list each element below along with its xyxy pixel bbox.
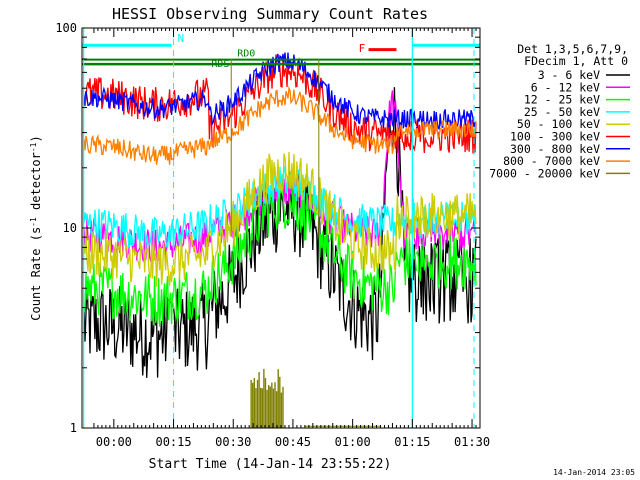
x-tick-label-0: 00:00 <box>96 435 132 449</box>
data-layer <box>83 52 477 428</box>
y-axis-label-main: Count Rate (s <box>29 227 43 321</box>
legend-label-2: 12 - 25 keV <box>524 93 600 107</box>
legend-label-6: 300 - 800 keV <box>510 142 600 156</box>
series-line-7 <box>83 85 417 165</box>
series-line-6 <box>83 52 417 130</box>
x-tick-label-2: 00:30 <box>215 435 251 449</box>
series-line-tail-0 <box>415 237 477 324</box>
x-tick-label-6: 01:30 <box>454 435 490 449</box>
series-line-tail-2 <box>415 234 477 290</box>
y-axis-label-sup1: -1 <box>29 217 38 227</box>
flare-label: F <box>359 42 366 55</box>
x-tick-label-4: 01:00 <box>335 435 371 449</box>
y-tick-label-0: 1 <box>70 421 77 435</box>
y-axis-label-sup2: -1 <box>29 142 38 152</box>
x-tick-label-1: 00:15 <box>155 435 191 449</box>
y-tick-label-2: 100 <box>55 21 77 35</box>
series-line-4 <box>83 151 417 287</box>
y-tick-label-1: 10 <box>63 221 77 235</box>
x-tick-label-3: 00:45 <box>275 435 311 449</box>
x-tick-label-5: 01:15 <box>394 435 430 449</box>
rds-label: RDS <box>211 59 229 70</box>
y-axis-label-mid: detector <box>29 152 43 217</box>
chart-title: HESSI Observing Summary Count Rates <box>112 5 428 23</box>
x-axis-label: Start Time (14-Jan-14 23:55:22) <box>149 457 392 472</box>
series-line-2 <box>83 178 417 327</box>
legend-header-line-2: FDecim 1, Att 0 <box>524 54 628 68</box>
axes-layer: 1 10 100 00:00 00:15 00:30 00:45 01:00 01:15 01:3… <box>55 21 490 449</box>
rd0-label: RD0 <box>237 49 255 60</box>
legend-label-4: 50 - 100 keV <box>517 117 600 131</box>
legend-header-line-1: Det 1,3,5,6,7,9, <box>517 42 628 56</box>
series-line-tail-7 <box>415 120 477 140</box>
night-label: N <box>178 32 185 45</box>
y-axis-label: Count Rate (s-1 detector-1) <box>29 135 44 320</box>
legend-label-7: 800 - 7000 keV <box>503 154 600 168</box>
timestamp: 14-Jan-2014 23:05 <box>553 468 635 477</box>
legend-label-8: 7000 - 20000 keV <box>489 166 600 180</box>
legend-label-3: 25 - 50 keV <box>524 105 600 119</box>
legend-label-5: 100 - 300 keV <box>510 130 600 144</box>
series-line-tail-4 <box>415 192 477 240</box>
y-axis-label-end: ) <box>29 135 43 142</box>
legend-label-0: 3 - 6 keV <box>538 68 600 82</box>
legend-label-1: 6 - 12 keV <box>531 80 600 94</box>
markers-layer: N F RD0 RDS <box>82 28 480 428</box>
